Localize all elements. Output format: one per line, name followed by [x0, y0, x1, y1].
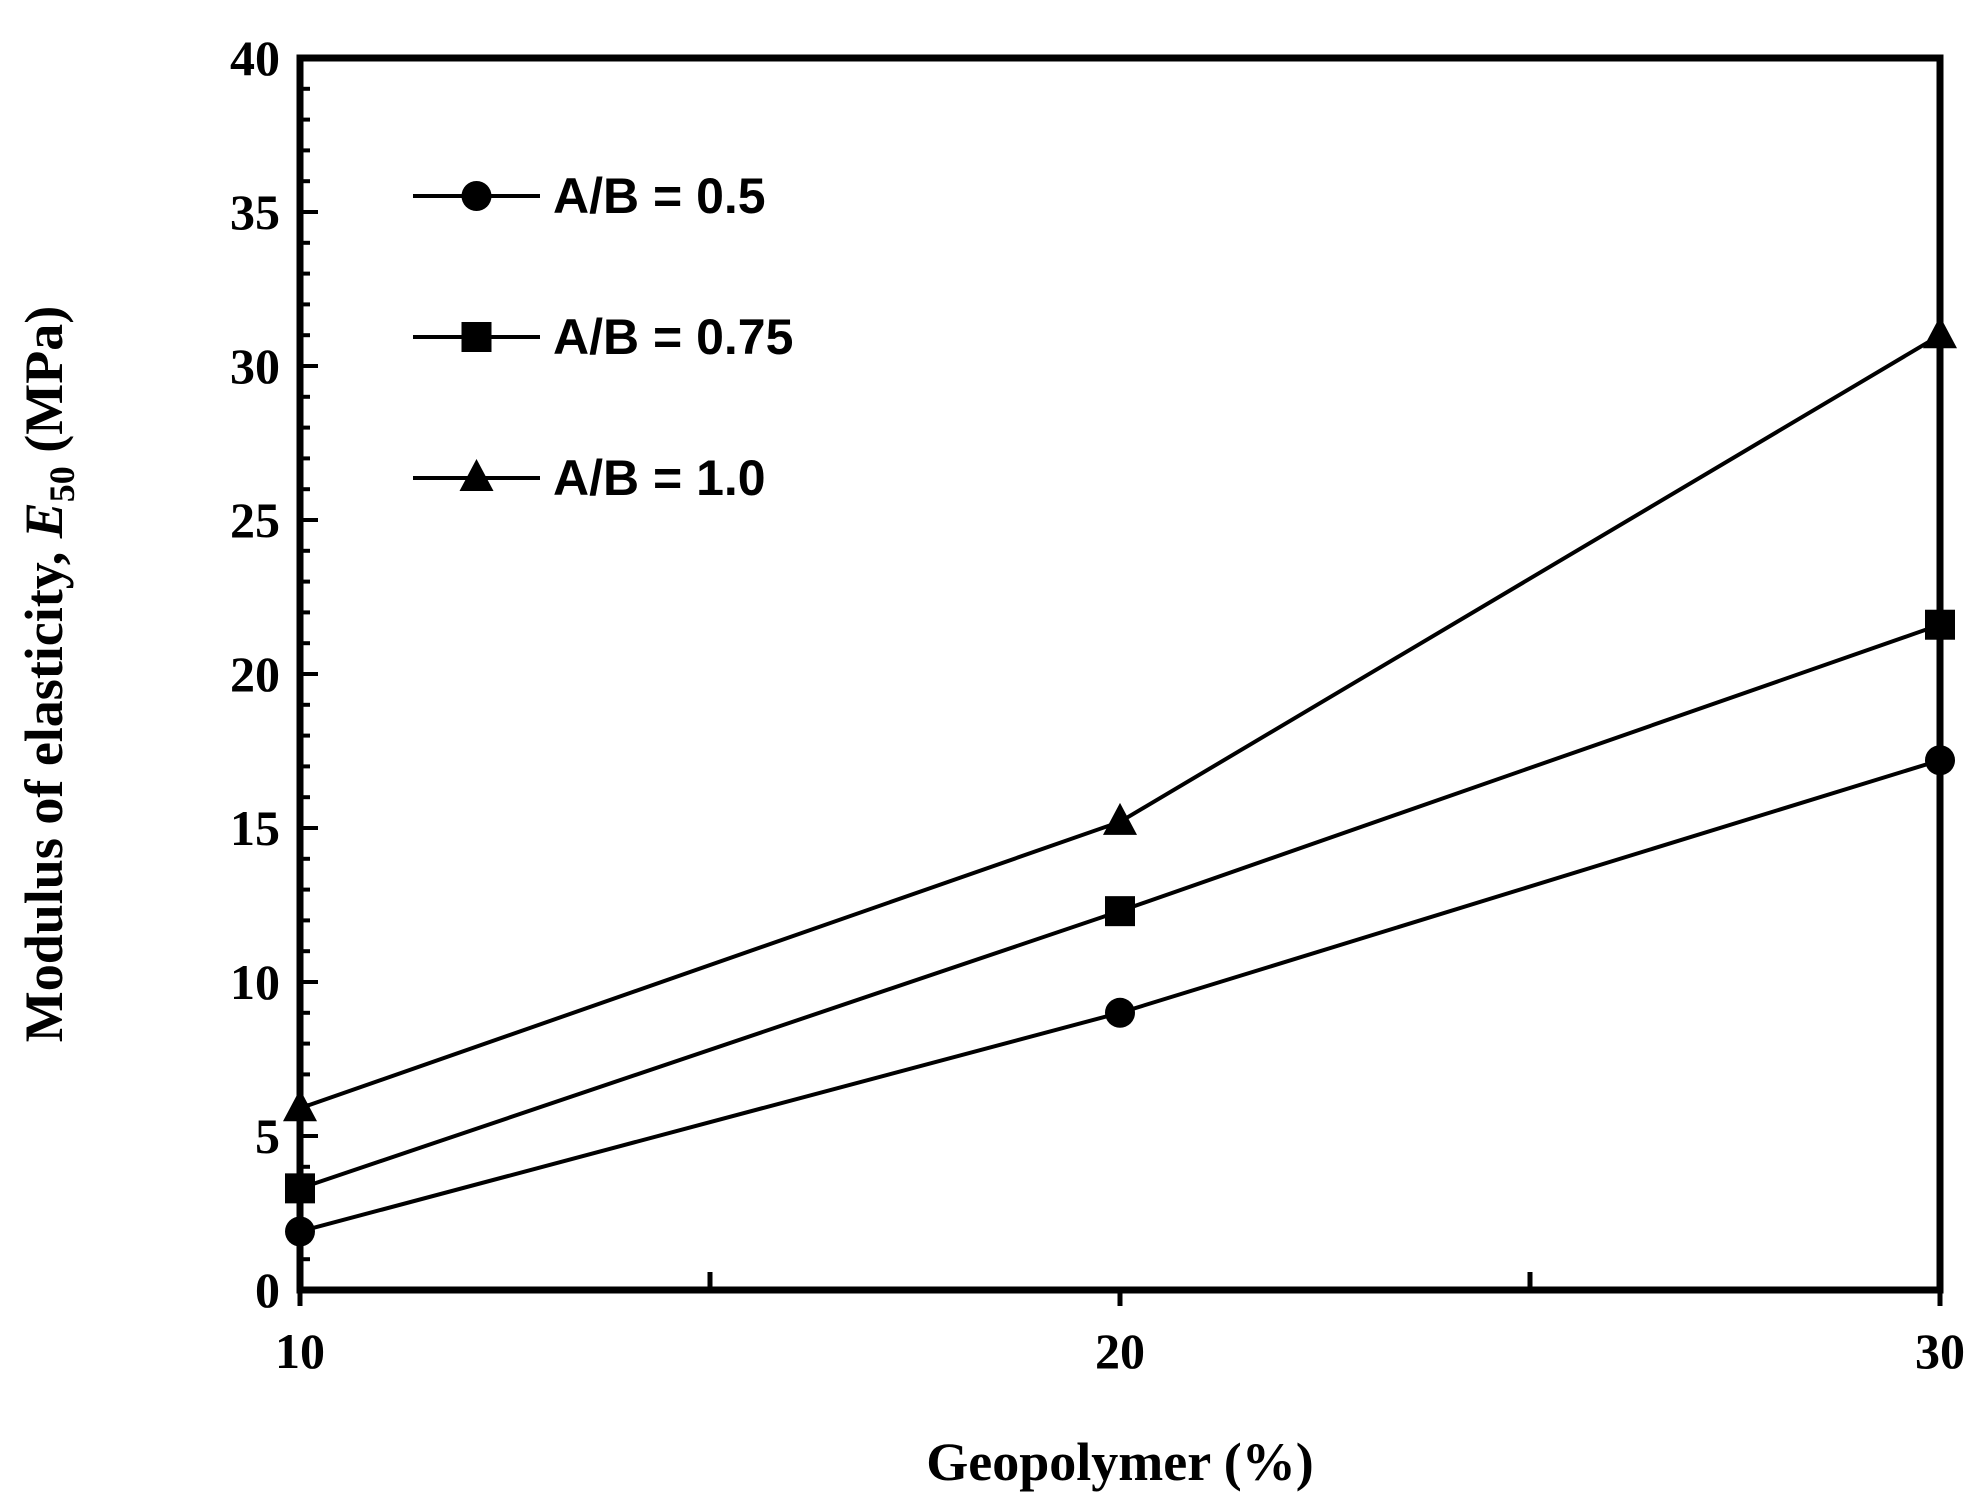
y-tick-label: 35 — [230, 184, 280, 240]
x-tick-label: 30 — [1915, 1323, 1965, 1379]
legend-marker — [461, 322, 492, 352]
y-tick-label: 15 — [230, 800, 280, 856]
data-point — [1105, 997, 1135, 1028]
x-axis-ticks: 10 20 30 — [275, 1272, 1965, 1379]
y-axis-title-unit: (MPa) — [14, 306, 74, 466]
data-point — [1105, 896, 1135, 927]
y-axis-ticks: 0 5 10 15 20 25 30 35 40 — [230, 30, 318, 1318]
legend-label: A/B = 1.0 — [553, 450, 766, 506]
y-tick-label: 5 — [255, 1108, 280, 1164]
series-layer — [283, 316, 1957, 1247]
legend-marker — [459, 459, 494, 491]
legend-label: A/B = 0.5 — [553, 168, 766, 224]
y-tick-label: 25 — [230, 492, 280, 548]
x-tick-label: 20 — [1095, 1323, 1145, 1379]
x-tick-label: 10 — [275, 1323, 325, 1379]
legend-marker — [461, 181, 492, 211]
legend-label: A/B = 0.75 — [553, 309, 793, 365]
series-square — [285, 609, 1955, 1204]
legend-item: A/B = 0.5 — [413, 168, 766, 224]
y-tick-label: 20 — [230, 646, 280, 702]
y-axis-title-symbol: E — [14, 502, 74, 539]
data-point — [285, 1173, 315, 1204]
y-axis-title-main: Modulus of elasticity, — [14, 538, 74, 1042]
y-tick-label: 40 — [230, 30, 280, 86]
series-line — [299, 333, 1942, 1111]
data-point — [285, 1216, 315, 1247]
y-axis-title-subscript: 50 — [42, 466, 82, 502]
data-point — [283, 1089, 317, 1122]
data-point — [1925, 745, 1955, 776]
legend: A/B = 0.5 A/B = 0.75 A/B = 1.0 — [413, 168, 793, 506]
data-point — [1103, 802, 1137, 835]
y-tick-label: 30 — [230, 338, 280, 394]
data-point — [1923, 316, 1957, 349]
y-tick-label: 10 — [230, 954, 280, 1010]
legend-item: A/B = 0.75 — [413, 309, 793, 365]
data-point — [1925, 609, 1955, 640]
legend-item: A/B = 1.0 — [413, 450, 766, 506]
series-triangle — [283, 316, 1957, 1122]
series-circle — [285, 745, 1955, 1247]
y-axis-title: Modulus of elasticity, E50 (MPa) — [14, 306, 82, 1042]
x-axis-title: Geopolymer (%) — [926, 1432, 1313, 1492]
y-tick-label: 0 — [255, 1262, 280, 1318]
